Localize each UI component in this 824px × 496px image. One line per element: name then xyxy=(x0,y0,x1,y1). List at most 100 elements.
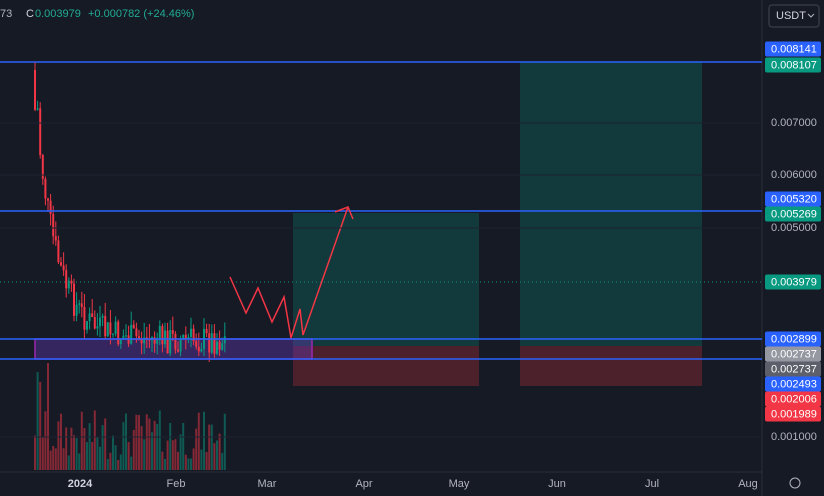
price-label: 0.002899 xyxy=(771,333,817,345)
volume-bar xyxy=(99,446,101,470)
candles xyxy=(34,61,226,470)
price-label-bg xyxy=(765,57,821,73)
candle-body xyxy=(218,341,221,350)
candle-body xyxy=(36,108,39,110)
candle-body xyxy=(205,328,208,334)
price-tick-label: 0.001000 xyxy=(771,431,817,443)
loss-zone xyxy=(520,346,702,386)
volume-bar xyxy=(122,422,125,470)
volume-bar xyxy=(192,448,195,470)
candle-body xyxy=(125,335,127,337)
volume-bar xyxy=(143,439,146,470)
volume-bar xyxy=(221,452,224,470)
volume-bar xyxy=(112,435,114,470)
price-label: 0.005320 xyxy=(771,193,817,205)
volume-bar xyxy=(67,455,70,470)
time-tick-label: May xyxy=(449,478,470,490)
candle-body xyxy=(197,346,200,352)
candle-body xyxy=(34,70,36,110)
price-label-bg xyxy=(765,361,821,377)
candle-body xyxy=(184,334,187,339)
volume-bar xyxy=(93,410,96,470)
ohlc-prev: 73 xyxy=(0,8,12,20)
candle-body xyxy=(138,336,140,340)
volume-bar xyxy=(80,411,83,470)
settings-icon[interactable] xyxy=(789,477,801,489)
candle-body xyxy=(39,108,42,156)
volume-bar xyxy=(177,451,179,470)
candle-body xyxy=(41,155,44,179)
candle-body xyxy=(122,335,125,340)
volume-bar xyxy=(44,411,47,470)
candle-body xyxy=(83,306,86,330)
currency-button[interactable] xyxy=(768,4,820,28)
candle-body xyxy=(187,336,190,339)
ohlc-change: +0.000782 (+24.46%) xyxy=(88,8,194,20)
time-tick-label: Feb xyxy=(167,478,186,490)
candle-body xyxy=(132,324,135,329)
candle-body xyxy=(91,313,94,318)
price-label-bg xyxy=(765,406,821,422)
price-label-bg xyxy=(765,391,821,407)
candle-body xyxy=(75,304,78,316)
candle-body xyxy=(169,330,172,354)
candle-body xyxy=(47,198,49,201)
candle-body xyxy=(158,325,161,340)
price-label: 0.008107 xyxy=(771,59,817,71)
candle-body xyxy=(86,321,88,330)
levels xyxy=(0,61,762,360)
candle-body xyxy=(174,333,177,350)
time-tick-label: Jul xyxy=(645,478,659,490)
price-label-bg xyxy=(765,191,821,207)
candle-body xyxy=(213,333,216,354)
candle-body xyxy=(106,322,109,337)
volume-bar xyxy=(34,435,36,470)
volume-bar xyxy=(83,427,86,470)
dropdown-chevron xyxy=(807,13,815,18)
zones xyxy=(34,62,702,386)
ohlc-close: 0.003979 xyxy=(35,8,81,20)
price-label: 0.008141 xyxy=(771,43,817,55)
candle-body xyxy=(143,337,146,344)
volume-bar xyxy=(164,458,166,470)
volume-bar xyxy=(75,438,78,470)
candle-body xyxy=(117,321,120,345)
currency-label[interactable]: USDT xyxy=(776,10,806,22)
candle-body xyxy=(130,324,133,344)
volume-bar xyxy=(205,452,208,470)
volume-bar xyxy=(54,448,57,470)
candle-body xyxy=(195,340,198,347)
volume-bar xyxy=(57,421,60,470)
volume-bar xyxy=(60,413,62,470)
volume-bar xyxy=(119,454,122,470)
projection-path xyxy=(229,206,349,339)
candle-body xyxy=(221,343,224,350)
volume-bar xyxy=(96,436,99,470)
volume-bar xyxy=(88,423,91,470)
volume-bar xyxy=(109,452,112,470)
volume-bar xyxy=(101,425,104,470)
candle-body xyxy=(109,322,112,335)
price-label: 0.003979 xyxy=(771,276,817,288)
profit-zone xyxy=(293,213,479,346)
candle-body xyxy=(67,280,70,289)
volume-bar xyxy=(91,442,94,470)
volume-bar xyxy=(151,432,153,470)
candle-body xyxy=(78,303,81,305)
loss-zone xyxy=(293,346,479,386)
volume-bar xyxy=(148,418,151,470)
candle-body xyxy=(119,339,122,345)
volume-bar xyxy=(187,458,190,470)
volume-bar xyxy=(195,428,198,470)
price-tick-label: 0.005000 xyxy=(771,222,817,234)
candle-body xyxy=(60,262,62,266)
candle-body xyxy=(153,337,156,344)
candle-body xyxy=(96,326,99,329)
candle-body xyxy=(140,339,143,344)
price-label: 0.002737 xyxy=(771,363,817,375)
time-tick-label: Aug xyxy=(738,478,758,490)
price-label: 0.002006 xyxy=(771,393,817,405)
candle-body xyxy=(208,333,211,353)
